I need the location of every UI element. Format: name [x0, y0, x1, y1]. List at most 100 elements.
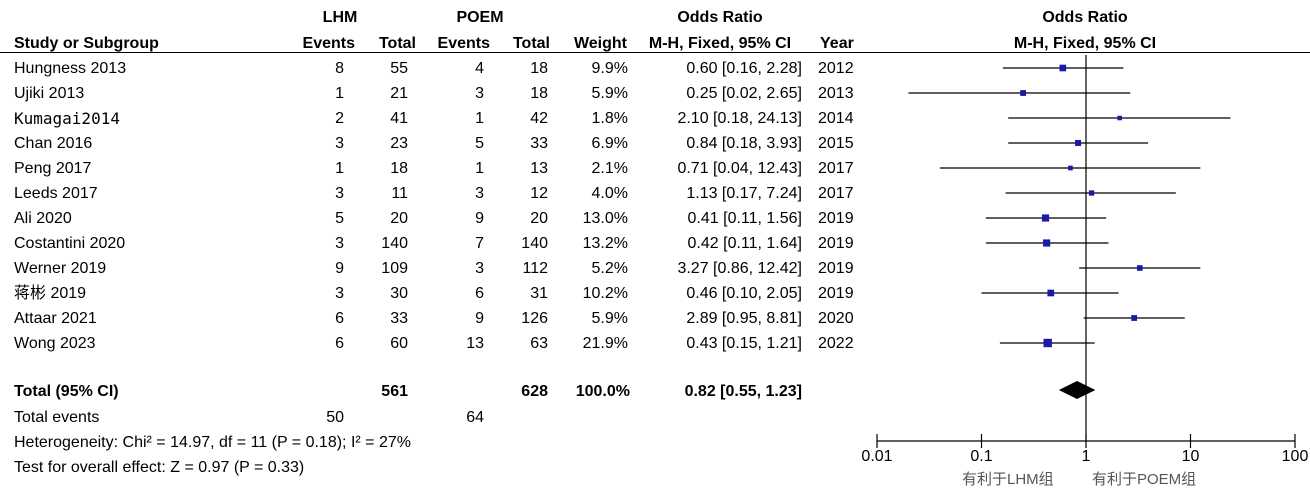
- x-tick-label: 1: [1081, 448, 1091, 465]
- events-1: 9: [335, 260, 344, 277]
- events-2: 4: [475, 60, 484, 77]
- or-ci: 0.60 [0.16, 2.28]: [686, 60, 802, 77]
- total-1: 30: [390, 285, 408, 302]
- events-2: 1: [475, 110, 484, 127]
- or-ci: 0.46 [0.10, 2.05]: [686, 285, 802, 302]
- total-label: Total (95% CI): [14, 383, 119, 400]
- effect-marker: [1131, 315, 1138, 321]
- events-2: 5: [475, 135, 484, 152]
- year: 2017: [818, 185, 854, 202]
- study-name: Wong 2023: [14, 335, 96, 352]
- weight: 10.2%: [582, 285, 628, 302]
- total-1: 60: [390, 335, 408, 352]
- year: 2019: [818, 260, 854, 277]
- heterogeneity-text: Heterogeneity: Chi² = 14.97, df = 11 (P …: [14, 434, 411, 451]
- plot-title: Odds Ratio: [1042, 9, 1128, 26]
- col-weight-header: Weight: [573, 35, 627, 52]
- favours-right-label: 有利于POEM组: [1092, 471, 1197, 488]
- total-2: 18: [530, 85, 548, 102]
- pooled-diamond: [1058, 381, 1096, 399]
- events-1: 2: [335, 110, 344, 127]
- total-2: 31: [530, 285, 548, 302]
- total-events-2: 64: [466, 409, 484, 426]
- effect-marker: [1041, 214, 1050, 222]
- col-events2-header: Events: [437, 35, 490, 52]
- total-1: 33: [390, 310, 408, 327]
- events-2: 7: [475, 235, 484, 252]
- events-1: 1: [335, 160, 344, 177]
- x-tick-label: 100: [1281, 448, 1309, 465]
- or-ci: 0.71 [0.04, 12.43]: [677, 160, 802, 177]
- or-column-title: Odds Ratio: [677, 9, 763, 26]
- total-2: 33: [530, 135, 548, 152]
- total-1: 18: [390, 160, 408, 177]
- year: 2014: [818, 110, 854, 127]
- or-ci: 0.41 [0.11, 1.56]: [687, 210, 802, 227]
- weight: 5.9%: [591, 85, 628, 102]
- or-ci: 0.43 [0.15, 1.21]: [686, 335, 802, 352]
- effect-marker: [1136, 265, 1143, 271]
- year: 2017: [818, 160, 854, 177]
- study-name: Costantini 2020: [14, 235, 126, 252]
- header-rule: [0, 52, 1310, 53]
- weight: 13.2%: [582, 235, 628, 252]
- events-1: 3: [335, 185, 344, 202]
- total-1: 11: [391, 185, 408, 202]
- group2-header: POEM: [456, 9, 504, 26]
- effect-marker: [1075, 139, 1082, 147]
- total-2: 126: [521, 310, 548, 327]
- total-2: 20: [530, 210, 548, 227]
- total-events-1: 50: [326, 409, 344, 426]
- year: 2013: [818, 85, 854, 102]
- events-1: 6: [335, 335, 344, 352]
- study-name: 蒋彬 2019: [14, 285, 87, 302]
- or-ci: 0.25 [0.02, 2.65]: [686, 85, 802, 102]
- year: 2019: [818, 285, 854, 302]
- total-2: 12: [530, 185, 548, 202]
- year: 2015: [818, 135, 854, 152]
- study-name: Peng 2017: [14, 160, 92, 177]
- events-1: 3: [335, 235, 344, 252]
- events-1: 3: [335, 135, 344, 152]
- effect-marker: [1047, 289, 1055, 297]
- total-n2: 628: [521, 383, 548, 400]
- study-name: Hungness 2013: [14, 60, 127, 77]
- x-tick-label: 0.01: [861, 448, 893, 465]
- events-2: 3: [475, 185, 484, 202]
- total-2: 140: [521, 235, 548, 252]
- total-weight: 100.0%: [575, 383, 630, 400]
- events-2: 1: [475, 160, 484, 177]
- weight: 4.0%: [591, 185, 628, 202]
- weight: 9.9%: [591, 60, 628, 77]
- weight: 13.0%: [582, 210, 628, 227]
- total-1: 140: [381, 235, 408, 252]
- weight: 5.2%: [591, 260, 628, 277]
- events-1: 1: [335, 85, 344, 102]
- effect-marker: [1043, 338, 1052, 348]
- col-year-header: Year: [820, 35, 854, 52]
- effect-marker: [1043, 239, 1051, 247]
- overall-effect-text: Test for overall effect: Z = 0.97 (P = 0…: [14, 459, 305, 476]
- events-2: 3: [475, 85, 484, 102]
- total-1: 21: [390, 85, 408, 102]
- events-2: 6: [475, 285, 484, 302]
- weight: 1.8%: [591, 110, 628, 127]
- col-total1-header: Total: [378, 35, 416, 52]
- total-1: 23: [390, 135, 408, 152]
- or-ci: 1.13 [0.17, 7.24]: [686, 185, 802, 202]
- study-name: Werner 2019: [14, 260, 107, 277]
- total-2: 13: [530, 160, 548, 177]
- col-total2-header: Total: [512, 35, 550, 52]
- study-name: Kumagai2014: [14, 109, 120, 128]
- year: 2019: [818, 210, 854, 227]
- group1-header: LHM: [322, 9, 358, 26]
- or-ci: 3.27 [0.86, 12.42]: [677, 260, 802, 277]
- study-name: Ujiki 2013: [14, 85, 85, 102]
- events-2: 3: [475, 260, 484, 277]
- events-2: 13: [466, 335, 484, 352]
- or-ci: 0.42 [0.11, 1.64]: [687, 235, 802, 252]
- study-name: Chan 2016: [14, 135, 93, 152]
- total-1: 55: [390, 60, 408, 77]
- weight: 5.9%: [591, 310, 628, 327]
